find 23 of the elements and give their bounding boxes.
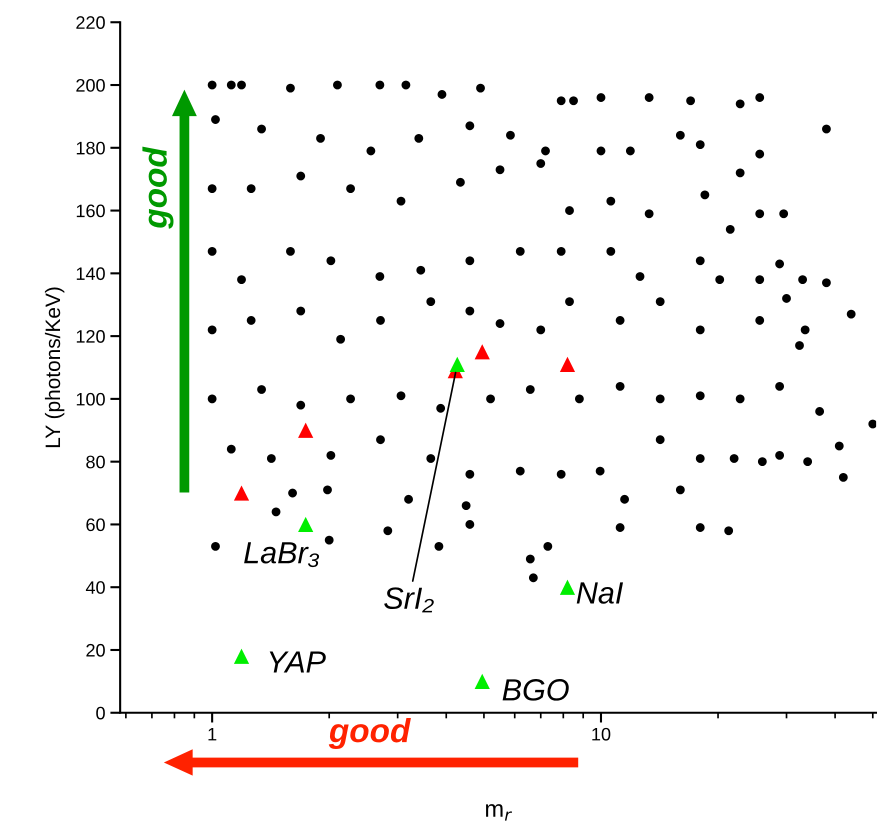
y-tick-label: 160 [76,204,105,218]
y-tick-label: 20 [86,644,105,657]
x-axis-title: m$_{r}$ [486,804,512,821]
annotation: LaBr₃ [244,542,320,568]
annotation: good [142,146,174,229]
y-tick-label: 60 [86,518,105,532]
y-tick-label: 120 [76,330,105,343]
y-axis-title: LY (photons/KeV) [44,288,64,448]
annotation: YAP [270,651,326,672]
x-tick-label: 1 [208,728,216,740]
y-tick-label: 200 [76,78,105,92]
y-tick-label: 220 [76,16,105,29]
y-tick-label: 80 [86,456,105,468]
y-tick-label: 40 [86,581,105,594]
y-tick-label: 0 [96,706,105,720]
y-tick-label: 180 [76,142,105,155]
annotation: SrI₂ [384,587,434,612]
annotation: BGO [502,679,569,701]
y-tick-label: 100 [76,392,105,406]
text: good [328,718,411,750]
annotation: NaI [576,582,624,604]
x-tick-label: 10 [592,728,610,741]
y-tick-label: 140 [76,267,105,280]
